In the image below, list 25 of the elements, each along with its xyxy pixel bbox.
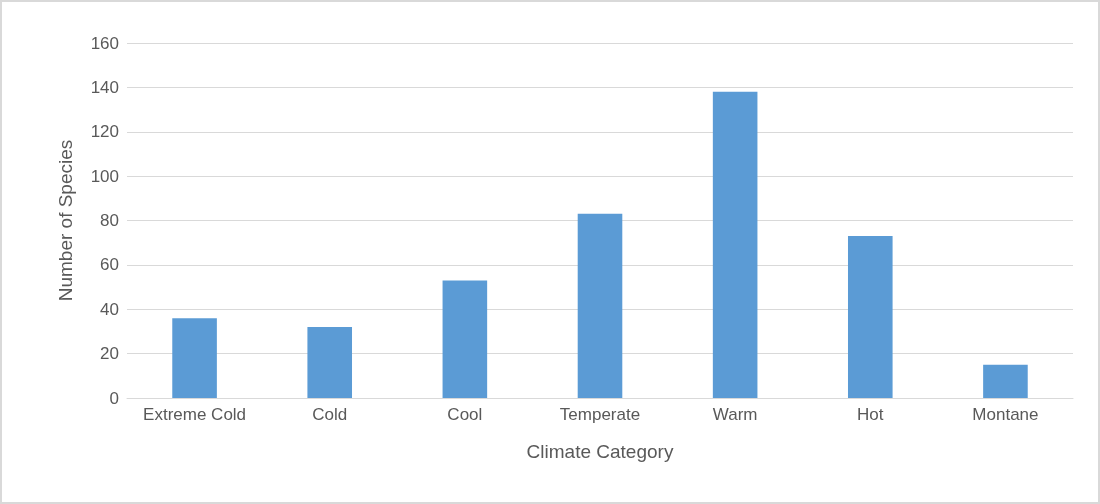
x-tick-label: Cold xyxy=(312,405,348,424)
y-tick-label: 0 xyxy=(109,388,119,408)
y-tick-label: 140 xyxy=(90,77,119,97)
x-tick-label: Cool xyxy=(447,405,483,424)
y-tick-label: 100 xyxy=(90,166,119,186)
bar xyxy=(307,327,353,398)
y-tick-label: 40 xyxy=(100,299,119,319)
bar xyxy=(442,280,488,398)
bar xyxy=(172,318,217,398)
bar xyxy=(712,91,758,398)
y-tick-label: 60 xyxy=(100,255,119,275)
y-tick-label: 80 xyxy=(100,211,119,230)
y-tick-label: 160 xyxy=(90,33,119,53)
x-axis-title: Climate Category xyxy=(526,441,674,462)
y-axis-title: Number of Species xyxy=(55,139,76,302)
bar xyxy=(983,364,1028,398)
x-tick-label: Hot xyxy=(857,405,884,424)
bar xyxy=(577,213,623,398)
x-tick-label: Extreme Cold xyxy=(143,405,247,424)
x-tick-label: Temperate xyxy=(559,405,641,424)
x-tick-label: Warm xyxy=(712,405,758,424)
bar xyxy=(847,236,893,398)
y-tick-label: 120 xyxy=(90,122,119,142)
x-tick-label: Montane xyxy=(972,405,1039,424)
y-tick-label: 20 xyxy=(100,344,119,364)
